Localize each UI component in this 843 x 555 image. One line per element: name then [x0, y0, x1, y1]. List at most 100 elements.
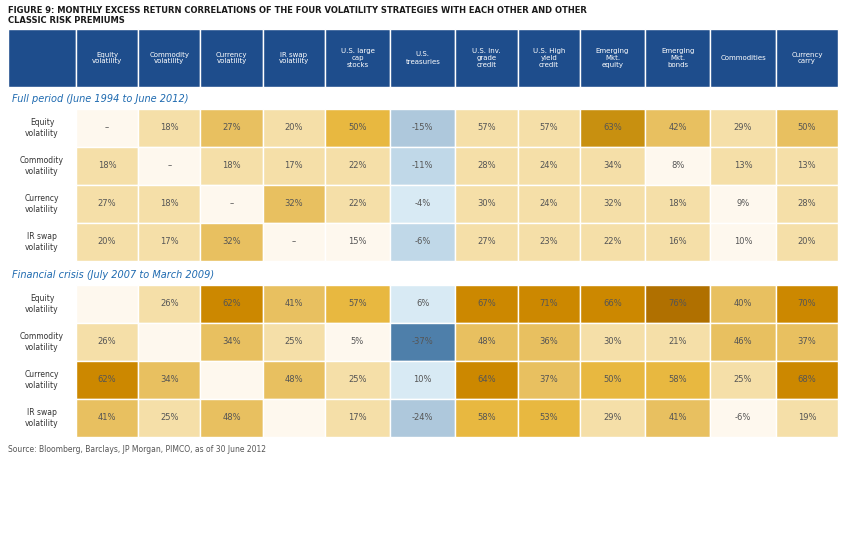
- Text: 25%: 25%: [348, 376, 367, 385]
- Text: 13%: 13%: [733, 162, 753, 170]
- Bar: [580, 109, 645, 147]
- Text: -37%: -37%: [412, 337, 433, 346]
- Text: 25%: 25%: [160, 413, 179, 422]
- Bar: [263, 361, 325, 399]
- Text: 41%: 41%: [668, 413, 687, 422]
- Bar: [580, 361, 645, 399]
- Text: Equity
volatility: Equity volatility: [92, 52, 122, 64]
- Bar: [711, 147, 776, 185]
- Text: 17%: 17%: [284, 162, 303, 170]
- Text: 57%: 57%: [540, 124, 558, 133]
- Text: Full period (June 1994 to June 2012): Full period (June 1994 to June 2012): [12, 94, 189, 104]
- Text: 20%: 20%: [797, 238, 816, 246]
- Text: 27%: 27%: [223, 124, 241, 133]
- Bar: [455, 285, 518, 323]
- Text: 36%: 36%: [540, 337, 558, 346]
- Text: Equity
volatility: Equity volatility: [25, 118, 59, 138]
- Bar: [776, 361, 838, 399]
- Text: 34%: 34%: [160, 376, 179, 385]
- Text: 57%: 57%: [477, 124, 496, 133]
- Text: 53%: 53%: [540, 413, 558, 422]
- Bar: [325, 29, 390, 87]
- Text: 66%: 66%: [603, 300, 622, 309]
- Bar: [201, 285, 263, 323]
- Text: 18%: 18%: [160, 199, 179, 209]
- Bar: [8, 147, 76, 185]
- Bar: [518, 323, 580, 361]
- Bar: [580, 399, 645, 437]
- Bar: [645, 223, 711, 261]
- Text: 28%: 28%: [797, 199, 816, 209]
- Bar: [390, 361, 455, 399]
- Bar: [8, 29, 76, 87]
- Text: 32%: 32%: [223, 238, 241, 246]
- Text: U.S. High
yield
credit: U.S. High yield credit: [533, 48, 565, 68]
- Text: 37%: 37%: [797, 337, 816, 346]
- Text: 70%: 70%: [797, 300, 816, 309]
- Text: 16%: 16%: [668, 238, 687, 246]
- Text: 23%: 23%: [540, 238, 558, 246]
- Text: IR swap
volatility: IR swap volatility: [278, 52, 309, 64]
- Bar: [580, 223, 645, 261]
- Bar: [263, 147, 325, 185]
- Text: 68%: 68%: [797, 376, 816, 385]
- Bar: [76, 223, 138, 261]
- Bar: [138, 399, 201, 437]
- Text: -6%: -6%: [735, 413, 751, 422]
- Text: 48%: 48%: [223, 413, 241, 422]
- Text: Emerging
Mkt.
bonds: Emerging Mkt. bonds: [661, 48, 695, 68]
- Bar: [263, 29, 325, 87]
- Bar: [518, 223, 580, 261]
- Text: 71%: 71%: [540, 300, 558, 309]
- Bar: [455, 223, 518, 261]
- Bar: [138, 147, 201, 185]
- Text: 57%: 57%: [348, 300, 367, 309]
- Text: 41%: 41%: [284, 300, 303, 309]
- Bar: [8, 185, 76, 223]
- Text: 30%: 30%: [477, 199, 496, 209]
- Bar: [8, 285, 76, 323]
- Bar: [263, 285, 325, 323]
- Bar: [263, 323, 325, 361]
- Bar: [390, 285, 455, 323]
- Text: Currency
carry: Currency carry: [791, 52, 823, 64]
- Text: 6%: 6%: [416, 300, 429, 309]
- Text: 37%: 37%: [540, 376, 558, 385]
- Text: 22%: 22%: [348, 199, 367, 209]
- Bar: [776, 29, 838, 87]
- Text: 29%: 29%: [734, 124, 753, 133]
- Bar: [8, 109, 76, 147]
- Bar: [580, 285, 645, 323]
- Bar: [645, 285, 711, 323]
- Bar: [76, 285, 138, 323]
- Text: 17%: 17%: [348, 413, 367, 422]
- Bar: [455, 361, 518, 399]
- Text: 18%: 18%: [98, 162, 116, 170]
- Bar: [138, 29, 201, 87]
- Text: 28%: 28%: [477, 162, 496, 170]
- Bar: [776, 223, 838, 261]
- Text: 22%: 22%: [604, 238, 622, 246]
- Text: -6%: -6%: [415, 238, 431, 246]
- Text: 25%: 25%: [734, 376, 753, 385]
- Bar: [776, 185, 838, 223]
- Text: Source: Bloomberg, Barclays, JP Morgan, PIMCO, as of 30 June 2012: Source: Bloomberg, Barclays, JP Morgan, …: [8, 445, 266, 454]
- Text: 67%: 67%: [477, 300, 496, 309]
- Bar: [645, 323, 711, 361]
- Bar: [138, 223, 201, 261]
- Text: 5%: 5%: [351, 337, 364, 346]
- Text: Currency
volatility: Currency volatility: [216, 52, 247, 64]
- Text: 32%: 32%: [604, 199, 622, 209]
- Bar: [390, 223, 455, 261]
- Bar: [455, 323, 518, 361]
- Bar: [711, 399, 776, 437]
- Bar: [263, 109, 325, 147]
- Bar: [201, 399, 263, 437]
- Text: -15%: -15%: [412, 124, 433, 133]
- Bar: [645, 361, 711, 399]
- Bar: [711, 109, 776, 147]
- Text: Commodity
volatility: Commodity volatility: [149, 52, 190, 64]
- Text: 64%: 64%: [477, 376, 496, 385]
- Bar: [201, 185, 263, 223]
- Bar: [645, 29, 711, 87]
